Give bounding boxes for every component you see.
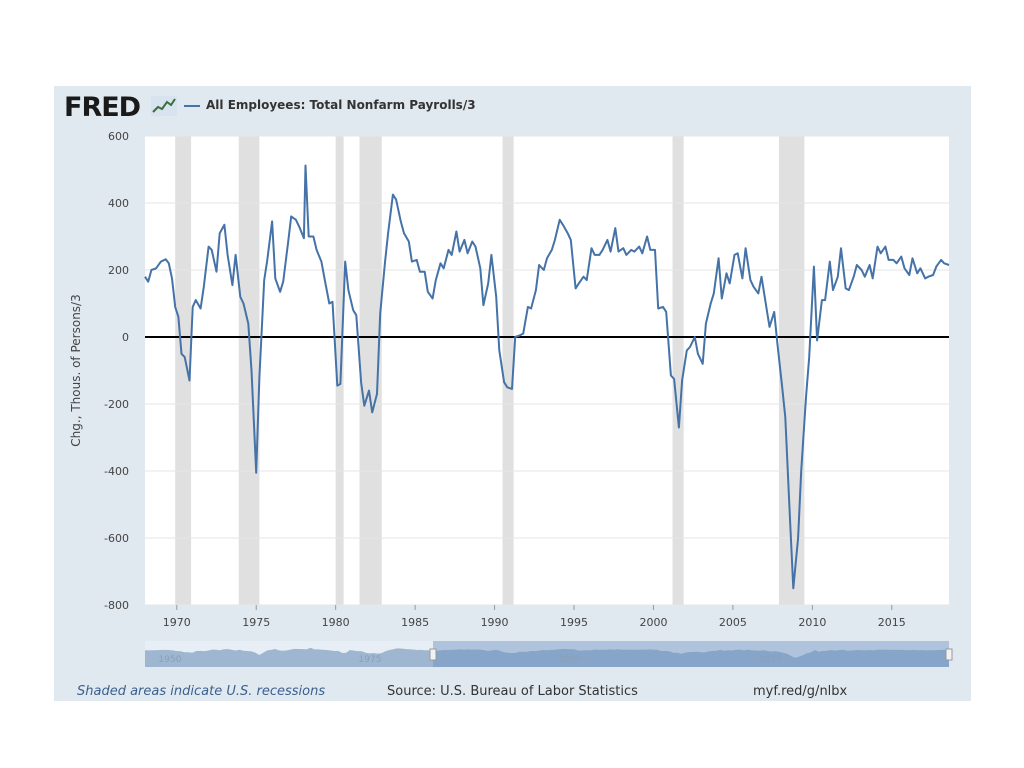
recession-band <box>502 136 514 605</box>
fred-logo-graph-icon <box>151 96 177 116</box>
y-tick-label: -200 <box>104 398 129 411</box>
y-axis-label: Chg., Thous. of Persons/3 <box>69 294 83 446</box>
navigator-series <box>145 647 949 667</box>
source-text: Source: U.S. Bureau of Labor Statistics <box>387 684 638 699</box>
y-tick-label: -800 <box>104 599 129 612</box>
series-line <box>144 164 950 590</box>
plot-area <box>145 136 949 605</box>
navigator-selection[interactable] <box>433 641 949 667</box>
x-tick-label: 2015 <box>878 616 906 629</box>
y-tick-label: -600 <box>104 532 129 545</box>
navigator-label: 2000 <box>559 655 582 665</box>
x-tick-label: 1970 <box>163 616 191 629</box>
navigator-handle[interactable] <box>429 648 437 661</box>
navigator-label: 1975 <box>359 655 382 665</box>
x-tick-label: 1985 <box>401 616 429 629</box>
x-tick-label: 1990 <box>481 616 509 629</box>
x-tick-label: 2005 <box>719 616 747 629</box>
navigator-label: 2025 <box>759 655 782 665</box>
x-tick-label: 1980 <box>322 616 350 629</box>
x-tick-label: 2000 <box>639 616 667 629</box>
x-tick-label: 1995 <box>560 616 588 629</box>
recession-band <box>175 136 192 605</box>
short-link[interactable]: myf.red/g/nlbx <box>753 684 848 699</box>
navigator-handle[interactable] <box>945 648 953 661</box>
recession-band <box>672 136 684 605</box>
y-tick-label: 200 <box>108 264 129 277</box>
recession-band <box>238 136 260 605</box>
recession-band <box>778 136 805 605</box>
recession-band <box>335 136 344 605</box>
y-tick-label: 600 <box>108 130 129 143</box>
y-tick-label: -400 <box>104 465 129 478</box>
y-tick-label: 0 <box>122 331 129 344</box>
legend-label: All Employees: Total Nonfarm Payrolls/3 <box>206 98 476 112</box>
legend[interactable]: All Employees: Total Nonfarm Payrolls/3 <box>184 98 476 112</box>
x-tick-label: 1975 <box>242 616 270 629</box>
recession-note: Shaded areas indicate U.S. recessions <box>77 684 326 699</box>
y-tick-label: 400 <box>108 197 129 210</box>
legend-swatch <box>184 104 200 107</box>
fred-logo[interactable]: FRED <box>64 92 141 123</box>
navigator-label: 1950 <box>159 655 182 665</box>
recession-band <box>359 136 382 605</box>
x-tick-label: 2010 <box>798 616 826 629</box>
